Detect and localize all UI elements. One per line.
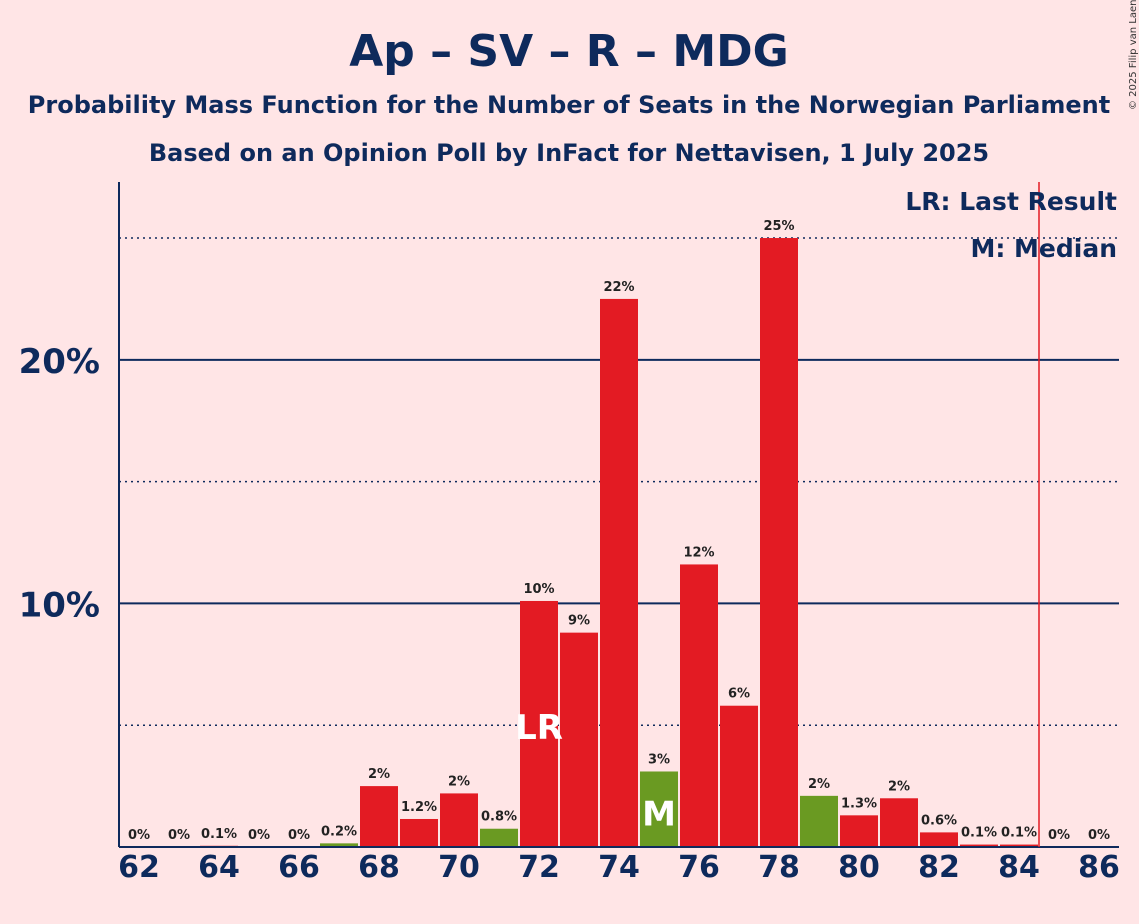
data-label-84: 0.1% xyxy=(1001,826,1037,841)
chart-subtitle-source: Based on an Opinion Poll by InFact for N… xyxy=(149,139,989,167)
bar-78 xyxy=(760,238,798,847)
bar-77 xyxy=(720,705,758,847)
data-label-74: 22% xyxy=(603,280,634,295)
median-marker: M xyxy=(642,794,676,834)
x-tick-label-62: 62 xyxy=(118,850,160,885)
data-labels: 0% 0% 0.1% 0% 0% 0.2% 2% 1.2% 2% 0.8% 10% 9% 22% 3% 12… xyxy=(128,219,1110,843)
bar-82 xyxy=(920,832,958,847)
bar-79 xyxy=(800,795,838,847)
chart-subtitle: Probability Mass Function for the Number… xyxy=(28,91,1110,119)
copyright-note: © 2025 Filip van Laenen xyxy=(1128,0,1139,110)
data-label-73: 9% xyxy=(568,614,590,629)
chart-title: Ap – SV – R – MDG xyxy=(349,26,789,77)
data-label-76: 12% xyxy=(683,545,714,560)
data-label-64: 0.1% xyxy=(201,827,237,842)
bar-83 xyxy=(960,844,998,847)
bar-69 xyxy=(400,818,438,847)
data-label-82: 0.6% xyxy=(921,813,957,828)
data-label-72: 10% xyxy=(523,582,554,597)
data-label-62: 0% xyxy=(128,828,150,843)
bar-67 xyxy=(320,843,358,847)
bar-84 xyxy=(1000,844,1038,847)
data-label-67: 0.2% xyxy=(321,824,357,839)
bar-73 xyxy=(560,632,598,847)
legend-entry-0: LR: Last Result xyxy=(905,187,1117,216)
data-label-65: 0% xyxy=(248,828,270,843)
data-label-79: 2% xyxy=(808,777,830,792)
y-tick-label-10: 10% xyxy=(19,585,100,625)
data-label-66: 0% xyxy=(288,828,310,843)
data-label-78: 25% xyxy=(763,219,794,234)
x-tick-label-78: 78 xyxy=(758,850,800,885)
y-tick-label-20: 20% xyxy=(19,342,100,382)
data-label-70: 2% xyxy=(448,774,470,789)
x-tick-label-82: 82 xyxy=(918,850,960,885)
bar-75 xyxy=(640,771,678,847)
data-label-77: 6% xyxy=(728,687,750,702)
x-tick-label-66: 66 xyxy=(278,850,320,885)
legend: LR: Last Result M: Median xyxy=(905,187,1117,263)
axes: 10% 20% 62 64 66 68 70 72 74 76 78 80 82 84 86 xyxy=(19,182,1120,885)
data-label-83: 0.1% xyxy=(961,826,997,841)
x-tick-label-80: 80 xyxy=(838,850,880,885)
x-tick-label-72: 72 xyxy=(518,850,560,885)
data-label-85: 0% xyxy=(1048,828,1070,843)
x-tick-label-86: 86 xyxy=(1078,850,1120,885)
x-tick-label-70: 70 xyxy=(438,850,480,885)
x-tick-label-64: 64 xyxy=(198,850,240,885)
data-label-69: 1.2% xyxy=(401,800,437,815)
data-label-75: 3% xyxy=(648,752,670,767)
data-label-80: 1.3% xyxy=(841,796,877,811)
data-label-63: 0% xyxy=(168,828,190,843)
bar-71 xyxy=(480,828,518,847)
data-label-71: 0.8% xyxy=(481,810,517,825)
data-label-86: 0% xyxy=(1088,828,1110,843)
x-tick-label-76: 76 xyxy=(678,850,720,885)
data-label-81: 2% xyxy=(888,779,910,794)
x-tick-label-84: 84 xyxy=(998,850,1040,885)
markers: LR M xyxy=(515,708,676,835)
bar-76 xyxy=(680,564,718,847)
bar-80 xyxy=(840,815,878,847)
bar-74 xyxy=(600,298,638,847)
bar-81 xyxy=(880,798,918,847)
data-label-68: 2% xyxy=(368,767,390,782)
bar-72 xyxy=(520,600,558,847)
legend-entry-1: M: Median xyxy=(970,234,1117,263)
bars xyxy=(200,238,1038,847)
bar-68 xyxy=(360,786,398,847)
bar-70 xyxy=(440,793,478,847)
last-result-marker: LR xyxy=(515,708,563,748)
x-tick-label-68: 68 xyxy=(358,850,400,885)
x-tick-label-74: 74 xyxy=(598,850,640,885)
